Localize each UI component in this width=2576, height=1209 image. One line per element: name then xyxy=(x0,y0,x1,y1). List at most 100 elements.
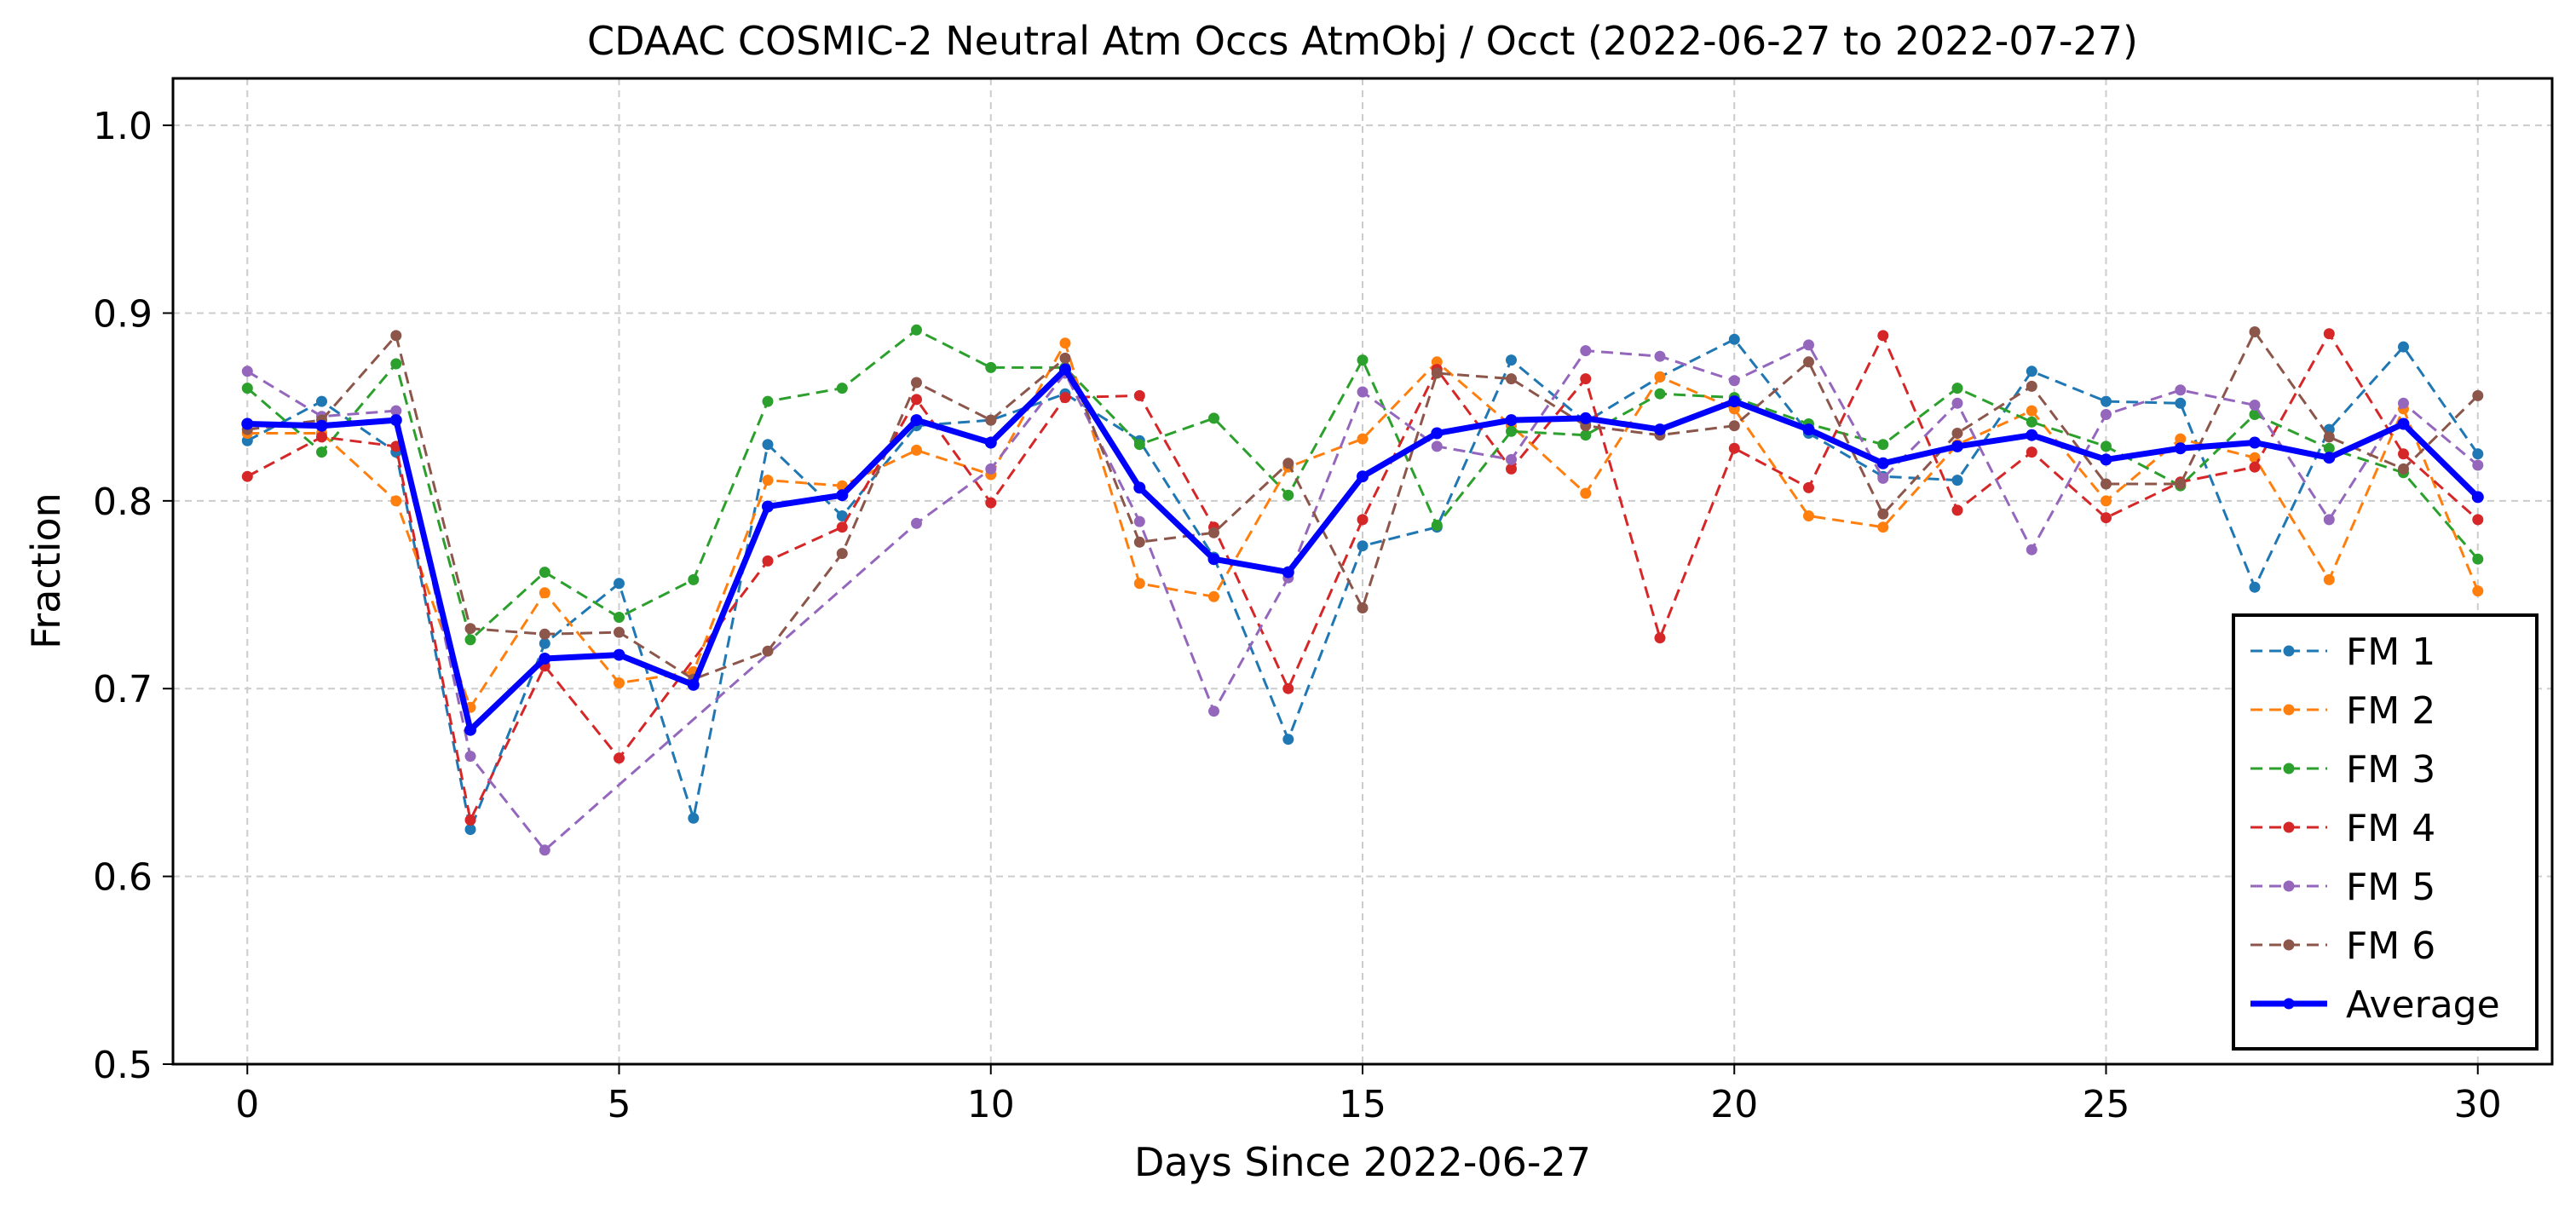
data-point-fm-6 xyxy=(1059,352,1071,364)
data-point-fm-1 xyxy=(2026,366,2037,377)
data-point-average xyxy=(762,500,774,513)
legend-marker-average xyxy=(2283,998,2295,1010)
data-point-fm-3 xyxy=(2026,416,2037,428)
data-point-average xyxy=(1133,481,1146,494)
data-point-fm-3 xyxy=(1208,412,1219,424)
data-point-fm-6 xyxy=(2249,326,2261,337)
legend-marker-fm-4 xyxy=(2283,821,2295,833)
data-point-fm-4 xyxy=(1654,632,1666,644)
data-point-average xyxy=(687,678,700,691)
data-point-fm-4 xyxy=(2249,461,2261,473)
legend-label-fm-2: FM 2 xyxy=(2346,689,2435,733)
data-point-fm-1 xyxy=(464,824,476,835)
legend-box xyxy=(2232,613,2539,1051)
data-point-average xyxy=(1579,412,1592,424)
data-point-fm-2 xyxy=(2026,405,2037,417)
data-point-fm-1 xyxy=(1728,333,1740,345)
data-point-fm-5 xyxy=(1951,397,1963,409)
data-point-fm-4 xyxy=(241,470,253,482)
data-point-average xyxy=(2100,453,2112,466)
data-point-fm-5 xyxy=(1728,375,1740,387)
data-point-fm-2 xyxy=(2101,495,2112,507)
data-point-fm-1 xyxy=(539,637,550,649)
data-point-fm-5 xyxy=(1654,350,1666,362)
data-point-average xyxy=(1728,395,1741,408)
legend-label-fm-6: FM 6 xyxy=(2346,924,2435,968)
legend-entry-fm-6: FM 6 xyxy=(2250,924,2435,968)
data-point-fm-4 xyxy=(1506,463,1517,475)
data-point-fm-3 xyxy=(390,358,402,370)
data-point-fm-2 xyxy=(1580,487,1592,499)
data-point-fm-6 xyxy=(1357,602,1369,613)
data-point-average xyxy=(836,489,849,502)
data-point-fm-3 xyxy=(464,634,476,646)
x-tick-label: 25 xyxy=(2083,1083,2130,1126)
series-fm-6 xyxy=(241,326,2484,685)
data-point-fm-3 xyxy=(985,361,997,373)
data-point-fm-4 xyxy=(911,394,922,406)
data-point-fm-6 xyxy=(1208,527,1219,538)
data-point-average xyxy=(2026,429,2038,441)
data-point-fm-5 xyxy=(2026,544,2037,556)
data-point-fm-2 xyxy=(762,475,774,486)
data-point-average xyxy=(1876,457,1889,469)
series-average xyxy=(241,363,2484,736)
data-point-fm-4 xyxy=(1580,373,1592,385)
data-point-fm-3 xyxy=(316,446,327,458)
data-point-average xyxy=(1505,414,1518,427)
x-tick-label: 15 xyxy=(1339,1083,1386,1126)
legend-marker-fm-5 xyxy=(2283,880,2295,892)
data-point-fm-2 xyxy=(2472,585,2484,597)
data-point-fm-3 xyxy=(1133,439,1145,451)
data-point-fm-5 xyxy=(2398,397,2409,409)
data-point-average xyxy=(539,653,551,665)
data-point-fm-6 xyxy=(1431,367,1443,379)
data-point-fm-2 xyxy=(1133,578,1145,590)
data-point-fm-2 xyxy=(1877,521,1889,533)
data-point-fm-6 xyxy=(1728,420,1740,432)
legend-entry-fm-3: FM 3 xyxy=(2250,748,2435,792)
data-point-fm-2 xyxy=(1803,510,1814,521)
data-point-average xyxy=(2471,491,2484,504)
data-point-fm-2 xyxy=(390,495,402,507)
data-point-fm-5 xyxy=(1208,705,1219,717)
data-point-fm-4 xyxy=(2101,512,2112,524)
data-point-fm-6 xyxy=(985,414,997,426)
data-point-fm-5 xyxy=(539,844,550,856)
data-point-fm-6 xyxy=(1803,356,1814,368)
data-point-average xyxy=(1059,363,1071,376)
y-tick-label: 0.9 xyxy=(93,292,153,336)
data-point-fm-6 xyxy=(1877,508,1889,520)
data-point-fm-6 xyxy=(539,628,550,640)
data-point-fm-3 xyxy=(241,383,253,394)
data-point-fm-6 xyxy=(911,377,922,389)
data-point-fm-4 xyxy=(1803,481,1814,493)
data-point-fm-4 xyxy=(1728,442,1740,454)
series-line-fm-4 xyxy=(246,332,2479,821)
data-point-fm-5 xyxy=(2472,459,2484,471)
data-point-fm-1 xyxy=(614,578,625,590)
y-tick-label: 0.6 xyxy=(93,856,153,900)
x-tick-label: 10 xyxy=(967,1083,1015,1126)
data-point-fm-3 xyxy=(614,612,625,623)
data-point-fm-2 xyxy=(1357,433,1369,445)
x-tick-label: 30 xyxy=(2454,1083,2502,1126)
data-point-fm-6 xyxy=(2398,463,2409,475)
data-point-fm-4 xyxy=(464,815,476,826)
data-point-fm-5 xyxy=(2175,384,2187,396)
data-point-fm-6 xyxy=(1506,373,1517,385)
data-point-fm-3 xyxy=(1580,429,1592,441)
data-point-fm-4 xyxy=(316,431,327,443)
data-point-fm-2 xyxy=(2175,433,2187,445)
x-tick-label: 0 xyxy=(235,1083,259,1126)
data-point-fm-1 xyxy=(1357,540,1369,552)
data-point-fm-3 xyxy=(1654,388,1666,400)
y-axis-label: Fraction xyxy=(23,492,69,649)
data-point-fm-4 xyxy=(1951,504,1963,516)
data-point-fm-3 xyxy=(1877,439,1889,451)
legend-marker-fm-3 xyxy=(2283,763,2295,774)
data-point-fm-4 xyxy=(762,555,774,567)
y-tick-label: 1.0 xyxy=(93,105,153,148)
legend-entry-average: Average xyxy=(2250,983,2500,1027)
data-point-fm-3 xyxy=(762,395,774,407)
